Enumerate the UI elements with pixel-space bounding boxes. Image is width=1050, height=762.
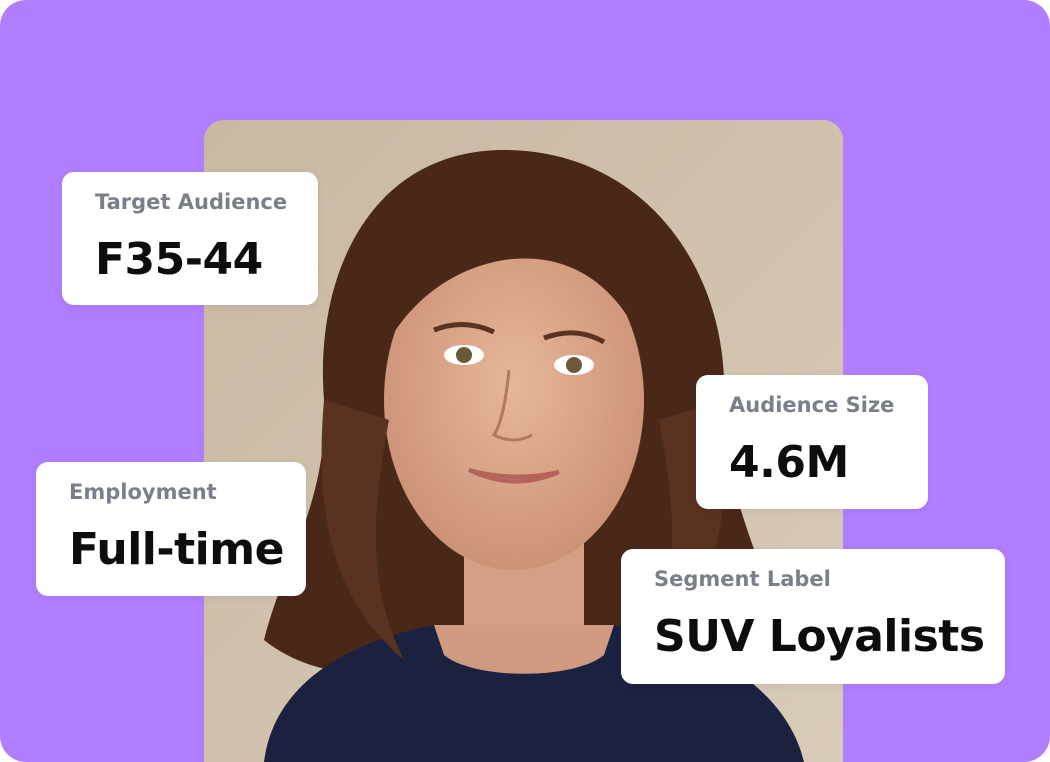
card-label: Segment Label — [654, 567, 831, 591]
card-label: Employment — [69, 480, 217, 504]
card-value: Full-time — [69, 524, 284, 575]
card-label: Target Audience — [95, 190, 288, 214]
card-value: SUV Loyalists — [654, 611, 985, 662]
info-card: Target Audience F35-44 — [62, 172, 318, 305]
info-card: Audience Size 4.6M — [696, 375, 928, 509]
card-value: 4.6M — [729, 437, 849, 488]
card-label: Audience Size — [729, 393, 895, 417]
card-value: F35-44 — [95, 234, 263, 285]
portrait-photo — [204, 120, 843, 762]
info-card: Segment Label SUV Loyalists — [621, 549, 1005, 684]
info-card: Employment Full-time — [36, 462, 306, 596]
